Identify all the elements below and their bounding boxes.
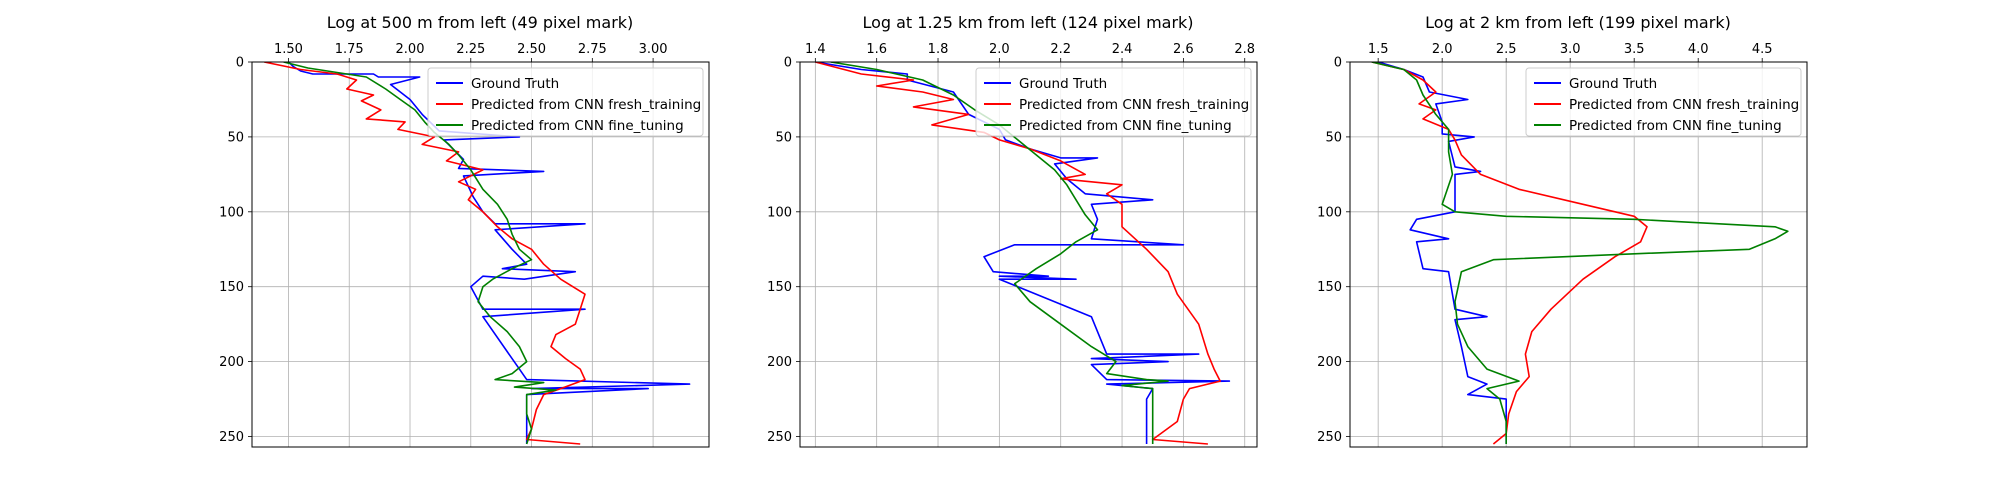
y-tick-label: 50 bbox=[227, 130, 244, 145]
y-tick-label: 150 bbox=[1317, 280, 1342, 295]
series-line-2 bbox=[264, 62, 586, 445]
x-tick-label: 2.4 bbox=[1112, 42, 1133, 57]
y-axis-ticks-1: 0 50 100 150 200 250 bbox=[219, 56, 252, 445]
legend-label: Predicted from CNN fresh_training bbox=[1019, 97, 1249, 113]
x-tick-label: 1.5 bbox=[1368, 42, 1389, 57]
x-tick-label: 3.0 bbox=[1560, 42, 1581, 57]
chart-panel-2: Log at 1.25 km from left (124 pixel mark… bbox=[767, 13, 1258, 448]
y-tick-label: 200 bbox=[219, 355, 244, 370]
x-tick-label: 2.0 bbox=[989, 42, 1010, 57]
x-tick-label: 1.8 bbox=[928, 42, 949, 57]
x-tick-label: 2.25 bbox=[456, 42, 485, 57]
y-tick-label: 250 bbox=[1317, 430, 1342, 445]
chart-title-2: Log at 1.25 km from left (124 pixel mark… bbox=[862, 13, 1193, 32]
y-tick-label: 100 bbox=[767, 205, 792, 220]
series-line-3 bbox=[1371, 62, 1789, 444]
chart-panel-3: Log at 2 km from left (199 pixel mark) 1… bbox=[1317, 13, 1808, 448]
legend-label: Ground Truth bbox=[471, 76, 559, 92]
x-tick-label: 2.2 bbox=[1050, 42, 1071, 57]
plot-frame-3 bbox=[1349, 61, 1808, 448]
y-tick-label: 200 bbox=[767, 355, 792, 370]
legend-label: Predicted from CNN fresh_training bbox=[471, 97, 701, 113]
legend-box bbox=[1525, 67, 1802, 137]
legend-label: Ground Truth bbox=[1019, 76, 1107, 92]
y-tick-label: 150 bbox=[767, 280, 792, 295]
legend-label: Predicted from CNN fresh_training bbox=[1569, 97, 1799, 113]
legend-label: Predicted from CNN fine_tuning bbox=[1019, 118, 1232, 134]
x-tick-label: 3.5 bbox=[1624, 42, 1645, 57]
x-tick-label: 2.0 bbox=[1432, 42, 1453, 57]
legend-2: Ground Truth Predicted from CNN fresh_tra… bbox=[975, 67, 1252, 137]
chart-title-1: Log at 500 m from left (49 pixel mark) bbox=[327, 13, 634, 32]
series-line-2 bbox=[815, 62, 1221, 445]
y-axis-ticks-2: 0 50 100 150 200 250 bbox=[767, 56, 800, 445]
y-tick-label: 100 bbox=[1317, 205, 1342, 220]
y-tick-label: 50 bbox=[1325, 130, 1342, 145]
x-tick-label: 4.5 bbox=[1752, 42, 1773, 57]
x-tick-label: 3.00 bbox=[639, 42, 668, 57]
x-axis-ticks-2: 1.4 1.6 1.8 2.0 2.2 2.4 2.6 2.8 bbox=[805, 42, 1255, 62]
legend-1: Ground Truth Predicted from CNN fresh_tra… bbox=[427, 67, 704, 137]
x-tick-label: 2.75 bbox=[578, 42, 607, 57]
x-tick-label: 2.6 bbox=[1173, 42, 1194, 57]
series-layer-3 bbox=[1371, 62, 1789, 445]
y-tick-label: 50 bbox=[775, 130, 792, 145]
x-tick-label: 1.75 bbox=[335, 42, 364, 57]
x-tick-label: 1.4 bbox=[805, 42, 826, 57]
series-line-3 bbox=[283, 62, 557, 445]
series-line-2 bbox=[1371, 62, 1648, 445]
x-tick-label: 1.6 bbox=[866, 42, 887, 57]
chart-title-3: Log at 2 km from left (199 pixel mark) bbox=[1425, 13, 1731, 32]
x-tick-label: 1.50 bbox=[274, 42, 303, 57]
y-tick-label: 0 bbox=[236, 56, 244, 71]
x-tick-label: 2.8 bbox=[1234, 42, 1255, 57]
chart-panel-1: Log at 500 m from left (49 pixel mark) 1… bbox=[219, 13, 710, 448]
y-tick-label: 150 bbox=[219, 280, 244, 295]
legend-box bbox=[427, 67, 704, 137]
x-axis-ticks-1: 1.50 1.75 2.00 2.25 2.50 2.75 3.00 bbox=[274, 42, 668, 62]
legend-label: Ground Truth bbox=[1569, 76, 1657, 92]
y-tick-label: 0 bbox=[784, 56, 792, 71]
x-tick-label: 4.0 bbox=[1688, 42, 1709, 57]
y-tick-label: 0 bbox=[1334, 56, 1342, 71]
plot-frame-2 bbox=[799, 61, 1258, 448]
legend-box bbox=[975, 67, 1252, 137]
legend-3: Ground Truth Predicted from CNN fresh_tra… bbox=[1525, 67, 1802, 137]
y-tick-label: 100 bbox=[219, 205, 244, 220]
series-layer-1 bbox=[264, 62, 691, 445]
x-axis-ticks-3: 1.5 2.0 2.5 3.0 3.5 4.0 4.5 bbox=[1368, 42, 1773, 62]
plot-frame-1 bbox=[251, 61, 710, 448]
legend-label: Predicted from CNN fine_tuning bbox=[1569, 118, 1782, 134]
y-tick-label: 250 bbox=[219, 430, 244, 445]
x-tick-label: 2.00 bbox=[396, 42, 425, 57]
x-tick-label: 2.50 bbox=[517, 42, 546, 57]
y-tick-label: 200 bbox=[1317, 355, 1342, 370]
x-tick-label: 2.5 bbox=[1496, 42, 1517, 57]
y-axis-ticks-3: 0 50 100 150 200 250 bbox=[1317, 56, 1350, 445]
y-tick-label: 250 bbox=[767, 430, 792, 445]
legend-label: Predicted from CNN fine_tuning bbox=[471, 118, 684, 134]
series-line-1 bbox=[1377, 62, 1507, 444]
